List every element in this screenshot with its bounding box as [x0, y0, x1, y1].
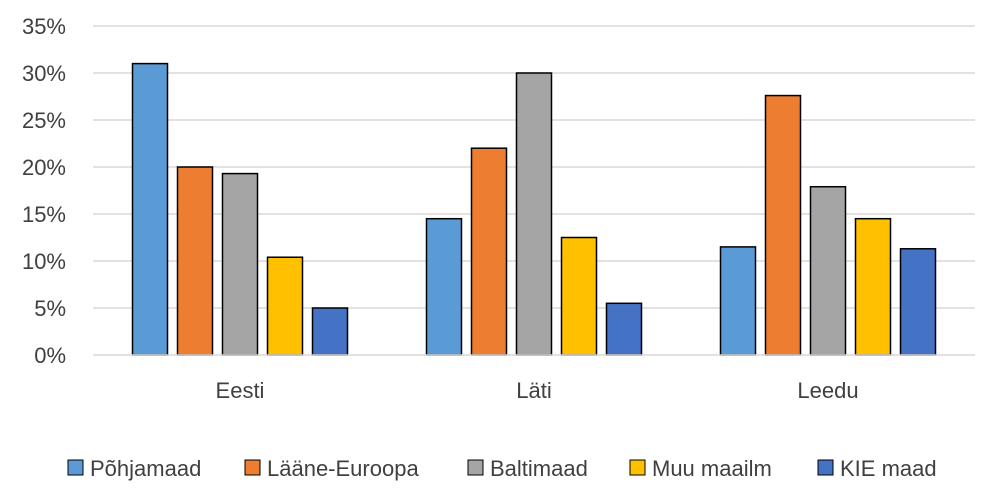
y-axis-ticks: 0% 5% 10% 15% 20% 25% 30% 35% [22, 14, 66, 368]
bar [221, 172, 259, 356]
legend-label: Baltimaad [490, 456, 588, 481]
legend-swatch [244, 459, 261, 476]
bar [425, 217, 463, 356]
legend-swatch [467, 459, 484, 476]
bar [311, 307, 349, 356]
bar [176, 166, 214, 356]
legend-swatch [629, 459, 646, 476]
x-tick-label: Läti [516, 378, 551, 403]
legend-label: Põhjamaad [90, 456, 201, 481]
legend-swatch [67, 459, 84, 476]
bars [131, 62, 937, 356]
bar [899, 248, 937, 356]
y-tick-label: 10% [22, 249, 66, 274]
legend-label: Lääne-Euroopa [267, 456, 419, 481]
y-tick-label: 35% [22, 14, 66, 39]
y-tick-label: 20% [22, 155, 66, 180]
bar [131, 62, 169, 356]
bar [266, 256, 304, 356]
bar [719, 246, 757, 356]
x-tick-label: Eesti [216, 378, 265, 403]
legend-label: Muu maailm [652, 456, 772, 481]
bar [809, 185, 847, 356]
x-axis-labels: Eesti Läti Leedu [216, 378, 859, 403]
y-tick-label: 0% [34, 343, 66, 368]
y-tick-label: 30% [22, 61, 66, 86]
x-tick-label: Leedu [797, 378, 858, 403]
bar [560, 236, 598, 356]
y-tick-label: 15% [22, 202, 66, 227]
legend: Põhjamaad Lääne-Euroopa Baltimaad Muu maail… [67, 456, 937, 481]
y-tick-label: 5% [34, 296, 66, 321]
bar [854, 217, 892, 356]
legend-label: KIE maad [840, 456, 937, 481]
bar [605, 302, 643, 356]
legend-swatch [817, 459, 834, 476]
bar [764, 94, 802, 356]
bar [470, 147, 508, 356]
y-tick-label: 25% [22, 108, 66, 133]
bar [515, 72, 553, 356]
